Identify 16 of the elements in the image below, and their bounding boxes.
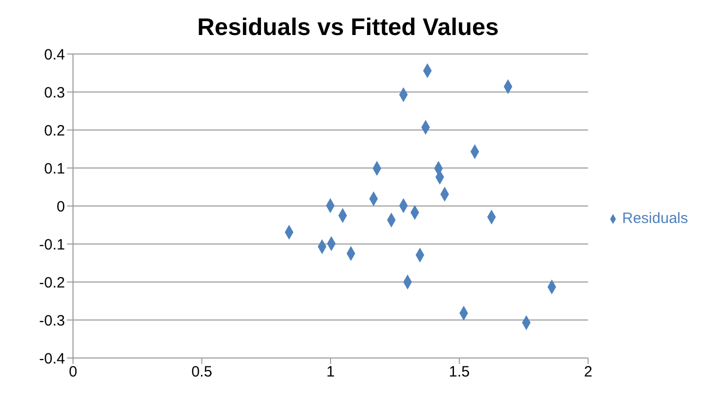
y-tick-label: 0 xyxy=(56,198,65,216)
y-tick-label: 0.1 xyxy=(44,160,65,178)
x-tick-label: 0 xyxy=(68,364,78,381)
x-tick-label: 1 xyxy=(326,364,335,381)
y-tick-label: -0.2 xyxy=(39,274,65,292)
y-tick-label: -0.4 xyxy=(39,350,65,368)
x-tick-label: 2 xyxy=(584,364,592,381)
y-tick-label: 0.4 xyxy=(44,46,65,64)
y-tick-label: -0.1 xyxy=(39,236,65,254)
chart-title: Residuals vs Fitted Values xyxy=(196,13,500,43)
y-tick-label: 0.2 xyxy=(44,122,65,140)
x-tick-label: 1.5 xyxy=(448,364,470,381)
y-tick-label: 0.3 xyxy=(44,84,65,102)
x-tick-label: 0.5 xyxy=(191,364,212,381)
y-tick-label: -0.3 xyxy=(39,312,65,330)
legend-label: Residuals xyxy=(622,210,688,226)
